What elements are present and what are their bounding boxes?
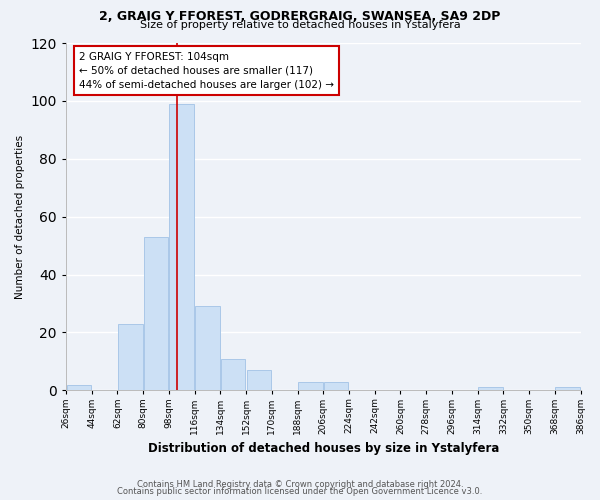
- Bar: [298, 382, 323, 390]
- Text: 2, GRAIG Y FFOREST, GODRERGRAIG, SWANSEA, SA9 2DP: 2, GRAIG Y FFOREST, GODRERGRAIG, SWANSEA…: [100, 10, 500, 23]
- Text: Size of property relative to detached houses in Ystalyfera: Size of property relative to detached ho…: [140, 20, 460, 30]
- Text: Contains public sector information licensed under the Open Government Licence v3: Contains public sector information licen…: [118, 487, 482, 496]
- Bar: [144, 237, 168, 390]
- Y-axis label: Number of detached properties: Number of detached properties: [15, 134, 25, 298]
- Bar: [221, 358, 245, 390]
- Text: 2 GRAIG Y FFOREST: 104sqm
← 50% of detached houses are smaller (117)
44% of semi: 2 GRAIG Y FFOREST: 104sqm ← 50% of detac…: [79, 52, 334, 90]
- Bar: [324, 382, 349, 390]
- X-axis label: Distribution of detached houses by size in Ystalyfera: Distribution of detached houses by size …: [148, 442, 499, 455]
- Bar: [67, 384, 91, 390]
- Text: Contains HM Land Registry data © Crown copyright and database right 2024.: Contains HM Land Registry data © Crown c…: [137, 480, 463, 489]
- Bar: [195, 306, 220, 390]
- Bar: [556, 388, 580, 390]
- Bar: [247, 370, 271, 390]
- Bar: [169, 104, 194, 391]
- Bar: [478, 388, 503, 390]
- Bar: [118, 324, 143, 390]
